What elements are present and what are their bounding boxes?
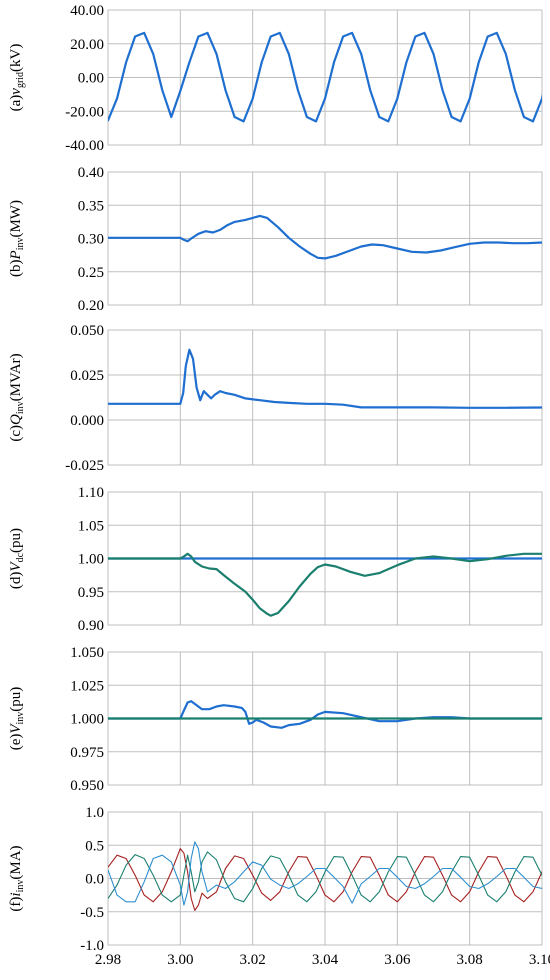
y-tick-label: 1.05 [78, 518, 104, 534]
y-tick-label: 20.00 [70, 37, 104, 53]
x-tick-label: 2.98 [95, 952, 121, 968]
y-tick-label: 1.10 [78, 485, 104, 501]
y-axis-label-symbol: i [8, 892, 24, 896]
y-axis-label: (f)iinv(MA) [8, 845, 26, 911]
panel-a: -40.00 -20.00 0.00 20.00 40.00 (a)vgrid(kV) [8, 3, 543, 154]
x-tick-label: 3.00 [167, 952, 193, 968]
y-tick-label: 0.95 [78, 585, 104, 601]
y-axis-label-symbol: V [8, 723, 24, 734]
y-axis-label: (e)Vinv(pu) [8, 687, 26, 751]
panel-e: 0.950 0.975 1.000 1.025 1.050 (e)Vinv(pu) [8, 645, 543, 794]
y-tick-label: 0.000 [70, 413, 104, 429]
y-tick-label: 0.0 [85, 872, 104, 888]
series-line-2 [108, 552, 542, 617]
y-tick-label: 40.00 [70, 3, 104, 19]
y-axis-label-unit: (kV) [8, 44, 24, 72]
y-tick-label: 1.00 [78, 552, 104, 568]
y-axis-label-symbol: Q [8, 414, 24, 425]
y-axis-label-unit: (MVAr) [8, 353, 24, 401]
panel-f: -1.0 -0.5 0.0 0.5 1.0 (f)iinv(MA) 2.98 3.00 3.02… [8, 805, 550, 968]
y-tick-label: -1.0 [80, 938, 104, 954]
y-tick-label: 1.025 [70, 678, 104, 694]
y-axis-label-prefix: (d) [8, 572, 24, 590]
y-tick-label: 1.0 [85, 805, 104, 821]
y-axis-label-prefix: (c) [8, 425, 24, 442]
y-tick-label: -0.025 [65, 458, 104, 474]
y-tick-label: 0.975 [70, 745, 104, 761]
y-axis-label-unit: (pu) [8, 528, 24, 553]
y-tick-label: 1.050 [70, 645, 104, 661]
y-tick-label: -40.00 [65, 138, 104, 154]
y-axis-label: (c)Qinv(MVAr) [8, 353, 26, 441]
y-tick-label: 0.950 [70, 778, 104, 794]
y-tick-label: 0.90 [78, 618, 104, 634]
x-tick-label: 3.08 [457, 952, 483, 968]
y-tick-label: 0.00 [78, 71, 104, 87]
y-tick-label: 1.000 [70, 712, 104, 728]
y-axis-label-symbol: V [8, 561, 24, 572]
y-axis-label-prefix: (f) [8, 897, 24, 912]
panel-d: 0.90 0.95 1.00 1.05 1.10 (d)Vdc(pu) [8, 485, 543, 634]
series-line-3 [108, 841, 542, 906]
y-axis-label: (b)Pinv(MW) [8, 200, 26, 277]
panel-b: 0.20 0.25 0.30 0.35 0.40 (b)Pinv(MW) [8, 165, 543, 314]
series-line-2 [108, 851, 542, 903]
y-tick-label: 0.20 [78, 298, 104, 314]
series-line-1 [108, 348, 542, 409]
y-axis-label: (a)vgrid(kV) [8, 44, 26, 112]
y-axis-label: (d)Vdc(pu) [8, 528, 26, 589]
y-tick-label: 0.25 [78, 265, 104, 281]
y-axis-label-symbol: P [8, 250, 24, 260]
y-axis-label-subscript: inv [15, 880, 26, 893]
y-tick-label: 0.40 [78, 165, 104, 181]
series-line-1 [108, 848, 542, 911]
x-tick-label: 3.04 [312, 952, 339, 968]
y-tick-label: -0.5 [80, 905, 104, 921]
y-axis-label-prefix: (e) [8, 734, 24, 751]
y-axis-label-symbol: v [8, 88, 24, 95]
y-axis-label-subscript: inv [15, 712, 26, 725]
y-axis-label-unit: (MA) [8, 845, 24, 879]
y-axis-label-unit: (MW) [8, 200, 24, 238]
y-axis-label-prefix: (a) [8, 95, 24, 112]
series-line-1 [108, 700, 542, 729]
y-axis-label-subscript: dc [15, 552, 26, 562]
x-tick-label: 3.06 [384, 952, 411, 968]
y-tick-label: 0.35 [78, 198, 104, 214]
x-tick-label: 3.02 [240, 952, 266, 968]
y-axis-label-unit: (pu) [8, 687, 24, 712]
y-tick-label: 0.5 [85, 838, 104, 854]
series-line-1 [108, 31, 542, 123]
y-axis-label-subscript: grid [15, 72, 26, 88]
series-line-1 [108, 214, 542, 260]
y-axis-label-prefix: (b) [8, 259, 24, 277]
y-tick-label: 0.050 [70, 323, 104, 339]
y-axis-label-subscript: inv [15, 238, 26, 251]
y-tick-label: 0.025 [70, 368, 104, 384]
y-tick-label: 0.30 [78, 232, 104, 248]
y-tick-label: -20.00 [65, 104, 104, 120]
panel-c: -0.025 0.000 0.025 0.050 (c)Qinv(MVAr) [8, 323, 543, 474]
x-tick-label: 3.10 [529, 952, 550, 968]
y-axis-label-subscript: inv [15, 401, 26, 414]
